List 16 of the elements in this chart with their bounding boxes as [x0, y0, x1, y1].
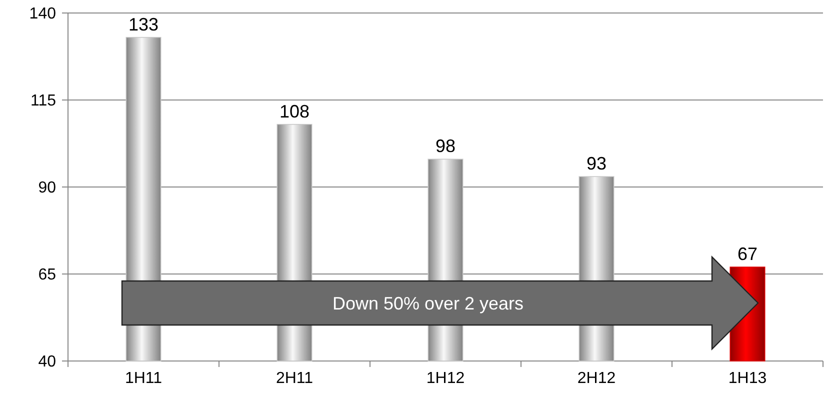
x-tick-label: 2H11	[276, 370, 314, 387]
data-label: 108	[279, 101, 310, 122]
y-tick-label: 65	[38, 266, 56, 284]
data-label: 98	[435, 136, 456, 156]
x-tick-label: 2H12	[577, 370, 616, 387]
x-tick-label: 1H12	[426, 370, 465, 387]
annotation: Down 50% over 2 years	[332, 293, 524, 314]
y-tick-label: 115	[30, 92, 56, 110]
data-label: 93	[586, 154, 607, 174]
y-tick-label: 140	[29, 6, 56, 23]
y-tick-label: 90	[38, 180, 56, 197]
x-tick-label: 1H11	[124, 370, 162, 387]
data-label: 67	[737, 244, 758, 264]
data-label: 133	[128, 14, 159, 34]
y-tick-label: 40	[38, 354, 56, 371]
x-tick-label: 1H13	[728, 370, 767, 387]
